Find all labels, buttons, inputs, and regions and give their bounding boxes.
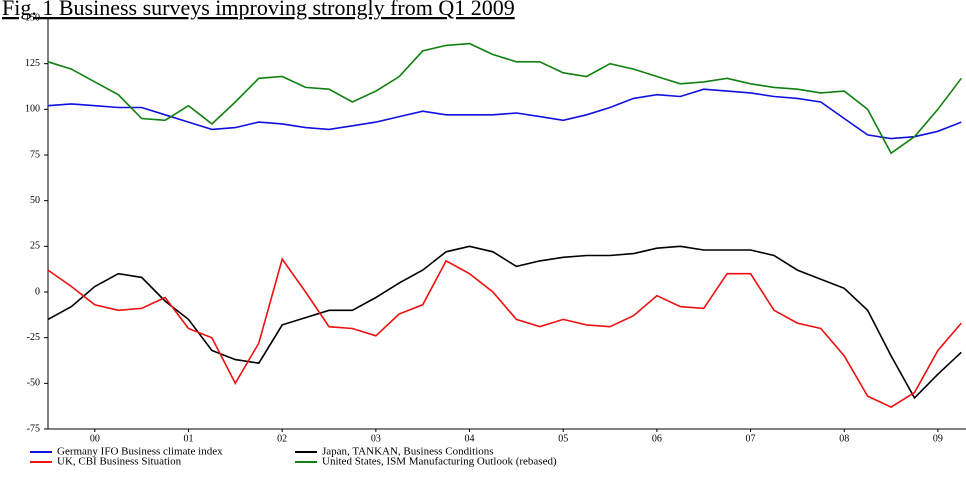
x-tick-label: 06 [652, 433, 662, 444]
y-tick-label: 100 [25, 104, 40, 115]
y-tick-label: 125 [25, 58, 40, 69]
x-tick-label: 04 [465, 433, 475, 444]
legend-label: Japan, TANKAN, Business Conditions [322, 446, 494, 458]
y-tick-label: -25 [27, 332, 40, 343]
x-tick-label: 07 [746, 433, 756, 444]
y-tick-label: -75 [27, 423, 40, 434]
series-line [47, 42, 962, 155]
legend-label: UK, CBI Business Situation [57, 456, 182, 468]
series-line [47, 257, 962, 409]
legend-label: Germany IFO Business climate index [57, 446, 223, 458]
x-tick-label: 01 [184, 433, 194, 444]
x-tick-label: 00 [90, 433, 100, 444]
x-tick-label: 05 [558, 433, 568, 444]
x-tick-label: 02 [277, 433, 287, 444]
y-tick-label: 25 [30, 241, 40, 252]
series-line [47, 245, 962, 400]
series-line [47, 88, 962, 140]
y-tick-label: 50 [30, 195, 40, 206]
y-tick-label: 0 [35, 286, 40, 297]
legend-label: United States, ISM Manufacturing Outlook… [322, 456, 557, 468]
x-tick-label: 08 [839, 433, 849, 444]
y-tick-label: 75 [30, 149, 40, 160]
chart-title: Fig. 1 Business surveys improving strong… [2, 0, 515, 20]
y-tick-label: 150 [25, 12, 40, 23]
x-tick-label: 03 [371, 433, 381, 444]
y-tick-label: -50 [27, 378, 40, 389]
x-tick-label: 09 [933, 433, 943, 444]
